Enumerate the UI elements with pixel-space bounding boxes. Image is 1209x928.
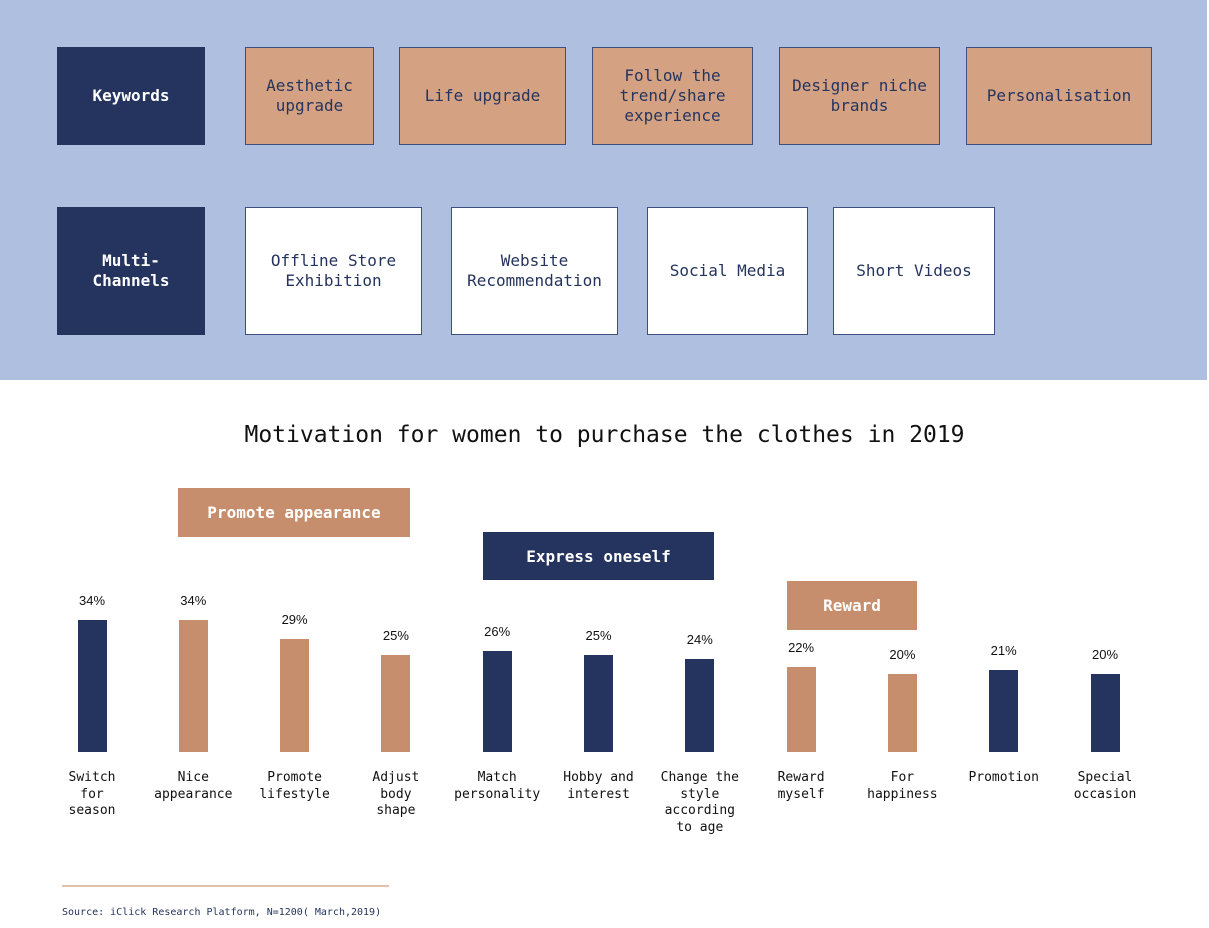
keyword-box: Follow the trend/share experience <box>592 47 753 145</box>
category-label: Adjust body shape <box>372 770 420 818</box>
category-label: Reward myself <box>777 770 825 802</box>
category-label: Promote lifestyle <box>259 770 330 802</box>
bar <box>178 620 208 752</box>
legend-express-oneself: Express oneself <box>483 532 714 580</box>
bar <box>584 654 613 752</box>
data-label: 25% <box>382 627 409 643</box>
data-label: 34% <box>78 593 106 608</box>
source-note: Source: iClick Research Platform, N=1200… <box>62 907 382 918</box>
keyword-box: Designer niche brands <box>779 47 940 145</box>
legend-promote-appearance: Promote appearance <box>178 488 410 537</box>
data-label: 22% <box>788 639 815 655</box>
data-label: 34% <box>180 593 207 608</box>
data-label: 21% <box>990 643 1017 659</box>
keywords-header: Keywords <box>57 47 205 145</box>
bar <box>77 620 107 752</box>
category-label: For happiness <box>867 770 938 802</box>
keyword-box: Personalisation <box>966 47 1152 145</box>
keyword-box: Aesthetic upgrade <box>245 47 374 145</box>
bar <box>381 654 411 752</box>
divider <box>62 885 389 887</box>
bar <box>887 674 917 752</box>
data-label: 25% <box>585 627 612 643</box>
channel-box: Website Recommendation <box>451 207 618 335</box>
data-label: 26% <box>484 624 511 640</box>
data-label: 20% <box>889 647 916 663</box>
bar <box>685 658 715 752</box>
data-label: 20% <box>1091 647 1119 663</box>
category-label: Hobby and interest <box>563 770 634 802</box>
category-label: Nice appearance <box>154 770 233 802</box>
channels-header: Multi- Channels <box>57 207 205 335</box>
category-label: Switch for season <box>68 770 116 818</box>
bar <box>280 639 310 752</box>
category-label: Change the style according to age <box>660 770 739 835</box>
channel-box: Offline Store Exhibition <box>245 207 422 335</box>
data-label: 29% <box>281 612 308 628</box>
keyword-box: Life upgrade <box>399 47 566 145</box>
category-label: Special occasion <box>1073 770 1137 802</box>
bar <box>989 670 1019 752</box>
data-label: 24% <box>686 631 713 647</box>
summary-panel: Keywords Aesthetic upgrade Life upgrade … <box>0 0 1207 380</box>
bar <box>1090 674 1120 752</box>
legend-reward: Reward <box>787 581 917 630</box>
category-label: Promotion <box>968 770 1039 785</box>
category-label: Match personality <box>454 770 541 802</box>
channel-box: Social Media <box>647 207 808 335</box>
channel-box: Short Videos <box>833 207 995 335</box>
chart-title: Motivation for women to purchase the clo… <box>244 422 965 448</box>
bar <box>786 666 816 752</box>
bar <box>482 651 512 752</box>
